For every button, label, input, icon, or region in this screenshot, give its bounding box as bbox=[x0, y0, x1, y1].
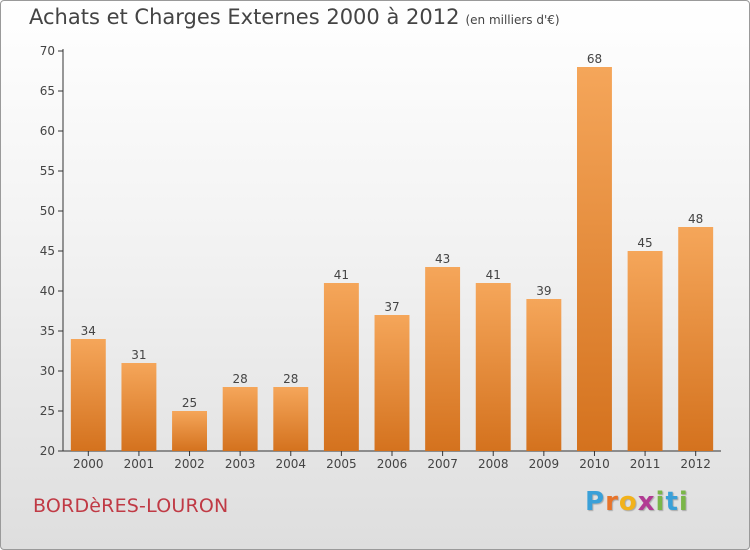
logo-letter: P bbox=[585, 487, 606, 517]
bar bbox=[172, 411, 208, 451]
bars: 34 31 25 28 28 41 37 43 41 39 68 45 48 bbox=[70, 52, 714, 451]
bar-value-label: 28 bbox=[283, 372, 298, 386]
proxiti-logo: Proxiti bbox=[585, 487, 689, 517]
y-tick-label: 60 bbox=[40, 124, 55, 138]
x-tick-label: 2009 bbox=[529, 457, 560, 471]
chart-title-text: Achats et Charges Externes 2000 à 2012 bbox=[29, 5, 460, 29]
bar bbox=[678, 227, 714, 451]
y-tick-label: 40 bbox=[40, 284, 55, 298]
bar-value-label: 41 bbox=[486, 268, 501, 282]
bar-value-label: 41 bbox=[334, 268, 349, 282]
bar bbox=[576, 67, 612, 451]
y-tick-label: 25 bbox=[40, 404, 55, 418]
logo-letter: t bbox=[665, 487, 679, 517]
logo-letter: r bbox=[605, 487, 619, 517]
logo-letter: i bbox=[678, 487, 689, 517]
x-tick-label: 2007 bbox=[427, 457, 458, 471]
commune-name: BORDèRES-LOURON bbox=[33, 495, 229, 517]
x-axis: 2000 2001 2002 2003 2004 2005 2006 2007 2008 2009… bbox=[63, 450, 721, 471]
y-axis: 20 25 30 35 40 45 50 55 60 65 70 bbox=[40, 44, 64, 458]
x-tick-label: 2006 bbox=[377, 457, 408, 471]
x-tick-label: 2000 bbox=[73, 457, 104, 471]
chart-title: Achats et Charges Externes 2000 à 2012 (e… bbox=[29, 5, 560, 29]
bar bbox=[475, 283, 511, 451]
bar bbox=[121, 363, 157, 451]
bar-value-label: 45 bbox=[637, 236, 652, 250]
bar-value-label: 25 bbox=[182, 396, 197, 410]
x-tick-label: 2003 bbox=[225, 457, 256, 471]
chart-subtitle: (en milliers d'€) bbox=[465, 13, 560, 27]
x-tick-label: 2012 bbox=[680, 457, 711, 471]
y-tick-label: 55 bbox=[40, 164, 55, 178]
x-tick-label: 2004 bbox=[275, 457, 306, 471]
x-tick-label: 2001 bbox=[124, 457, 155, 471]
y-tick-label: 20 bbox=[40, 444, 55, 458]
x-tick-label: 2005 bbox=[326, 457, 357, 471]
bar-value-label: 37 bbox=[384, 300, 399, 314]
bar bbox=[627, 251, 663, 451]
y-tick-label: 30 bbox=[40, 364, 55, 378]
bar-value-label: 43 bbox=[435, 252, 450, 266]
bar bbox=[374, 315, 410, 451]
x-tick-label: 2002 bbox=[174, 457, 205, 471]
bar bbox=[222, 387, 258, 451]
bar bbox=[425, 267, 461, 451]
bar-value-label: 68 bbox=[587, 52, 602, 66]
x-tick-label: 2010 bbox=[579, 457, 610, 471]
y-tick-label: 70 bbox=[40, 44, 55, 58]
x-tick-label: 2011 bbox=[630, 457, 661, 471]
y-tick-label: 45 bbox=[40, 244, 55, 258]
bar-value-label: 48 bbox=[688, 212, 703, 226]
logo-letter: i bbox=[655, 487, 666, 517]
y-tick-label: 65 bbox=[40, 84, 55, 98]
bar bbox=[323, 283, 359, 451]
bar-value-label: 34 bbox=[81, 324, 96, 338]
y-tick-label: 50 bbox=[40, 204, 55, 218]
bar bbox=[526, 299, 562, 451]
logo-letter: o bbox=[618, 487, 638, 517]
bar-value-label: 31 bbox=[131, 348, 146, 362]
bar bbox=[273, 387, 309, 451]
bar-value-label: 28 bbox=[233, 372, 248, 386]
x-tick-label: 2008 bbox=[478, 457, 509, 471]
logo-letter: x bbox=[637, 487, 656, 517]
y-tick-label: 35 bbox=[40, 324, 55, 338]
bar bbox=[70, 339, 106, 451]
bar-value-label: 39 bbox=[536, 284, 551, 298]
